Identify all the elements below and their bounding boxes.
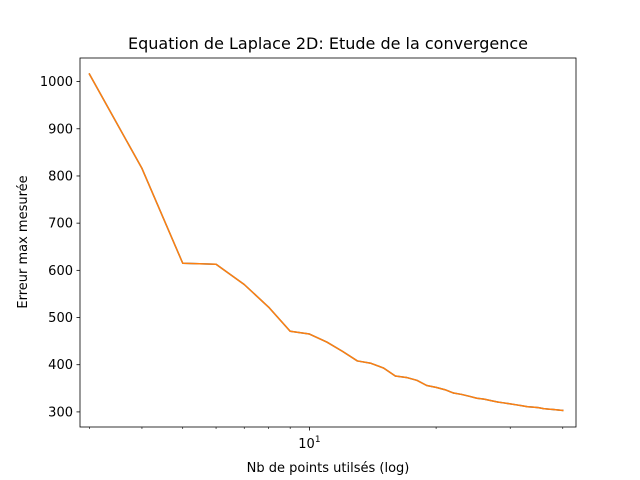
x-axis: 101: [89, 427, 564, 452]
data-point: [542, 408, 545, 410]
data-point: [509, 403, 511, 405]
data-point: [515, 404, 517, 406]
data-point: [416, 379, 418, 381]
data-point: [356, 360, 358, 362]
y-tick-label: 600: [48, 264, 73, 279]
data-point: [562, 409, 564, 412]
data-point: [141, 167, 143, 170]
data-point: [552, 408, 555, 411]
data-point: [394, 375, 396, 377]
data-point: [243, 283, 245, 286]
data-point: [476, 397, 478, 399]
data-point: [342, 350, 344, 353]
series-layer: [88, 73, 564, 412]
data-point: [88, 73, 90, 75]
data-point: [468, 395, 471, 397]
plot-area: [80, 58, 576, 427]
data-point: [289, 330, 291, 332]
x-tick-label: 101: [298, 435, 320, 452]
data-point: [426, 384, 428, 387]
y-tick-label: 700: [48, 217, 73, 232]
data-point: [521, 405, 523, 407]
data-point: [461, 393, 463, 396]
data-point: [557, 409, 559, 411]
data-point: [532, 406, 534, 408]
data-point: [182, 262, 184, 264]
data-point: [452, 392, 455, 394]
data-point: [444, 389, 446, 391]
data-point: [308, 333, 311, 335]
data-point: [326, 341, 328, 343]
y-tick-label: 1000: [40, 75, 73, 90]
data-point: [483, 398, 485, 400]
y-tick-label: 900: [48, 122, 73, 137]
data-point: [503, 402, 505, 404]
y-axis-label: Erreur max mesurée: [16, 175, 31, 308]
x-axis-label: Nb de points utilsés (log): [247, 461, 410, 476]
data-point: [268, 306, 270, 308]
data-point: [537, 407, 539, 409]
data-point: [405, 376, 407, 379]
y-tick-label: 300: [48, 405, 73, 420]
data-point: [497, 401, 499, 403]
plot-frame: [79, 57, 577, 428]
y-tick-label: 800: [48, 169, 73, 184]
data-point: [490, 399, 492, 402]
data-point: [370, 362, 372, 364]
y-tick-label: 400: [48, 358, 73, 373]
data-point: [435, 386, 437, 388]
chart-title: Equation de Laplace 2D: Etude de la conv…: [128, 34, 528, 53]
data-point: [527, 406, 529, 408]
series-line-2: [88, 73, 564, 412]
data-point: [382, 367, 385, 369]
y-tick-label: 500: [48, 311, 73, 326]
data-point: [215, 263, 217, 265]
y-axis: 300 400 500 600 700 800 900 1000: [40, 75, 80, 420]
data-point: [547, 408, 550, 410]
